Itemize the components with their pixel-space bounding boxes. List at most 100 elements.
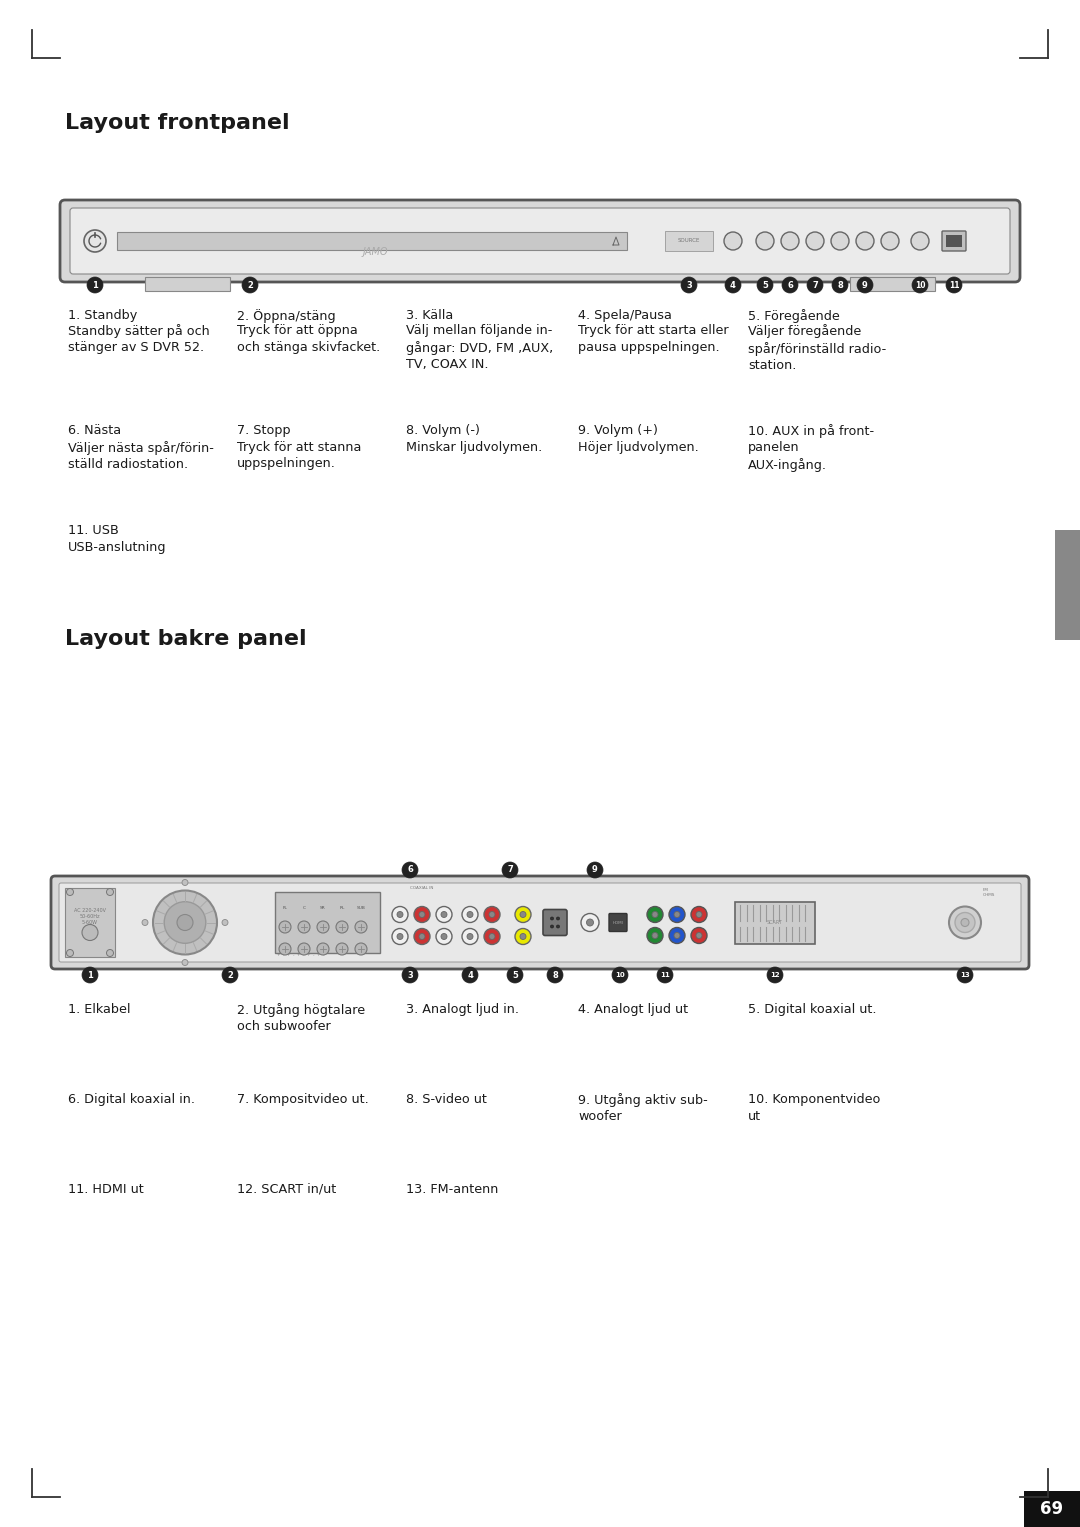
- Text: 2: 2: [227, 971, 233, 979]
- Circle shape: [757, 276, 773, 293]
- Circle shape: [858, 276, 873, 293]
- Circle shape: [652, 912, 658, 918]
- Text: 4: 4: [467, 971, 473, 979]
- FancyBboxPatch shape: [609, 913, 627, 931]
- Text: 11. HDMI ut: 11. HDMI ut: [68, 1183, 144, 1196]
- Text: 7: 7: [812, 281, 818, 290]
- Text: 4. Analogt ljud ut: 4. Analogt ljud ut: [578, 1003, 688, 1015]
- Circle shape: [183, 880, 188, 886]
- Circle shape: [222, 967, 238, 983]
- FancyBboxPatch shape: [60, 200, 1020, 282]
- Circle shape: [414, 928, 430, 945]
- Text: 10: 10: [915, 281, 926, 290]
- Circle shape: [436, 928, 453, 945]
- Text: 6: 6: [787, 281, 793, 290]
- Circle shape: [756, 232, 774, 250]
- Circle shape: [419, 933, 426, 939]
- Circle shape: [502, 863, 518, 878]
- Bar: [65, 889, 114, 957]
- Text: 4: 4: [730, 281, 735, 290]
- Text: Layout bakre panel: Layout bakre panel: [65, 629, 307, 649]
- Text: 13. FM-antenn: 13. FM-antenn: [406, 1183, 498, 1196]
- Circle shape: [856, 232, 874, 250]
- Text: 1. Elkabel: 1. Elkabel: [68, 1003, 131, 1015]
- Bar: [1055, 530, 1080, 640]
- Circle shape: [696, 933, 702, 939]
- Circle shape: [691, 907, 707, 922]
- Circle shape: [397, 933, 403, 939]
- Circle shape: [767, 967, 783, 983]
- Circle shape: [912, 232, 929, 250]
- Circle shape: [647, 927, 663, 944]
- Text: SOURCE: SOURCE: [678, 238, 700, 243]
- Text: 9. Utgång aktiv sub-
woofer: 9. Utgång aktiv sub- woofer: [578, 1093, 707, 1124]
- Circle shape: [441, 912, 447, 918]
- Circle shape: [674, 933, 680, 939]
- Circle shape: [67, 889, 73, 895]
- Text: 5: 5: [762, 281, 768, 290]
- Text: 8. S-video ut: 8. S-video ut: [406, 1093, 487, 1106]
- Text: 10. AUX in på front-
panelen
AUX-ingång.: 10. AUX in på front- panelen AUX-ingång.: [748, 425, 874, 472]
- Circle shape: [669, 907, 685, 922]
- Text: 1. Standby: 1. Standby: [68, 308, 137, 322]
- Bar: [735, 901, 815, 944]
- Circle shape: [507, 967, 523, 983]
- FancyBboxPatch shape: [59, 883, 1021, 962]
- Text: C: C: [302, 906, 306, 910]
- Circle shape: [355, 944, 367, 954]
- Text: 2: 2: [247, 281, 253, 290]
- Text: 6. Digital koaxial in.: 6. Digital koaxial in.: [68, 1093, 195, 1106]
- Circle shape: [318, 944, 329, 954]
- Circle shape: [681, 276, 697, 293]
- Circle shape: [831, 232, 849, 250]
- Text: 1: 1: [92, 281, 98, 290]
- Circle shape: [402, 863, 418, 878]
- Circle shape: [183, 959, 188, 965]
- Circle shape: [153, 890, 217, 954]
- Circle shape: [242, 276, 258, 293]
- Text: AC 220-240V: AC 220-240V: [75, 909, 106, 913]
- Circle shape: [881, 232, 899, 250]
- FancyBboxPatch shape: [70, 208, 1010, 273]
- Text: 7. Stopp
Tryck för att stanna
uppspelningen.: 7. Stopp Tryck för att stanna uppspelnin…: [237, 425, 362, 470]
- Text: 5. Föregående: 5. Föregående: [748, 308, 840, 324]
- Circle shape: [669, 927, 685, 944]
- Circle shape: [725, 276, 741, 293]
- Circle shape: [298, 944, 310, 954]
- FancyBboxPatch shape: [543, 910, 567, 936]
- Circle shape: [419, 912, 426, 918]
- Circle shape: [489, 912, 495, 918]
- Circle shape: [946, 276, 962, 293]
- Circle shape: [612, 967, 627, 983]
- Circle shape: [696, 912, 702, 918]
- Circle shape: [84, 231, 106, 252]
- Circle shape: [556, 918, 559, 919]
- Circle shape: [556, 925, 559, 928]
- Circle shape: [279, 944, 291, 954]
- Text: 2. Öppna/stäng: 2. Öppna/stäng: [237, 308, 336, 324]
- Circle shape: [961, 919, 969, 927]
- Text: 8: 8: [552, 971, 558, 979]
- Circle shape: [355, 921, 367, 933]
- Text: 3: 3: [686, 281, 692, 290]
- FancyBboxPatch shape: [51, 876, 1029, 970]
- Circle shape: [82, 924, 98, 941]
- Text: FM
OHMS: FM OHMS: [983, 889, 996, 896]
- Circle shape: [647, 907, 663, 922]
- Text: 8. Volym (-)
Minskar ljudvolymen.: 8. Volym (-) Minskar ljudvolymen.: [406, 425, 542, 454]
- Text: 3. Analogt ljud in.: 3. Analogt ljud in.: [406, 1003, 519, 1015]
- Circle shape: [392, 907, 408, 922]
- Text: HDMI: HDMI: [612, 921, 623, 924]
- Circle shape: [691, 927, 707, 944]
- Circle shape: [392, 928, 408, 945]
- Circle shape: [551, 925, 554, 928]
- Text: 6: 6: [407, 866, 413, 875]
- Text: 5: 5: [512, 971, 518, 979]
- Circle shape: [781, 232, 799, 250]
- Text: 2. Utgång högtalare
och subwoofer: 2. Utgång högtalare och subwoofer: [237, 1003, 365, 1034]
- Text: FL: FL: [283, 906, 287, 910]
- Text: 50-60Hz: 50-60Hz: [80, 915, 100, 919]
- Text: 9: 9: [592, 866, 598, 875]
- Circle shape: [782, 276, 798, 293]
- Circle shape: [515, 907, 531, 922]
